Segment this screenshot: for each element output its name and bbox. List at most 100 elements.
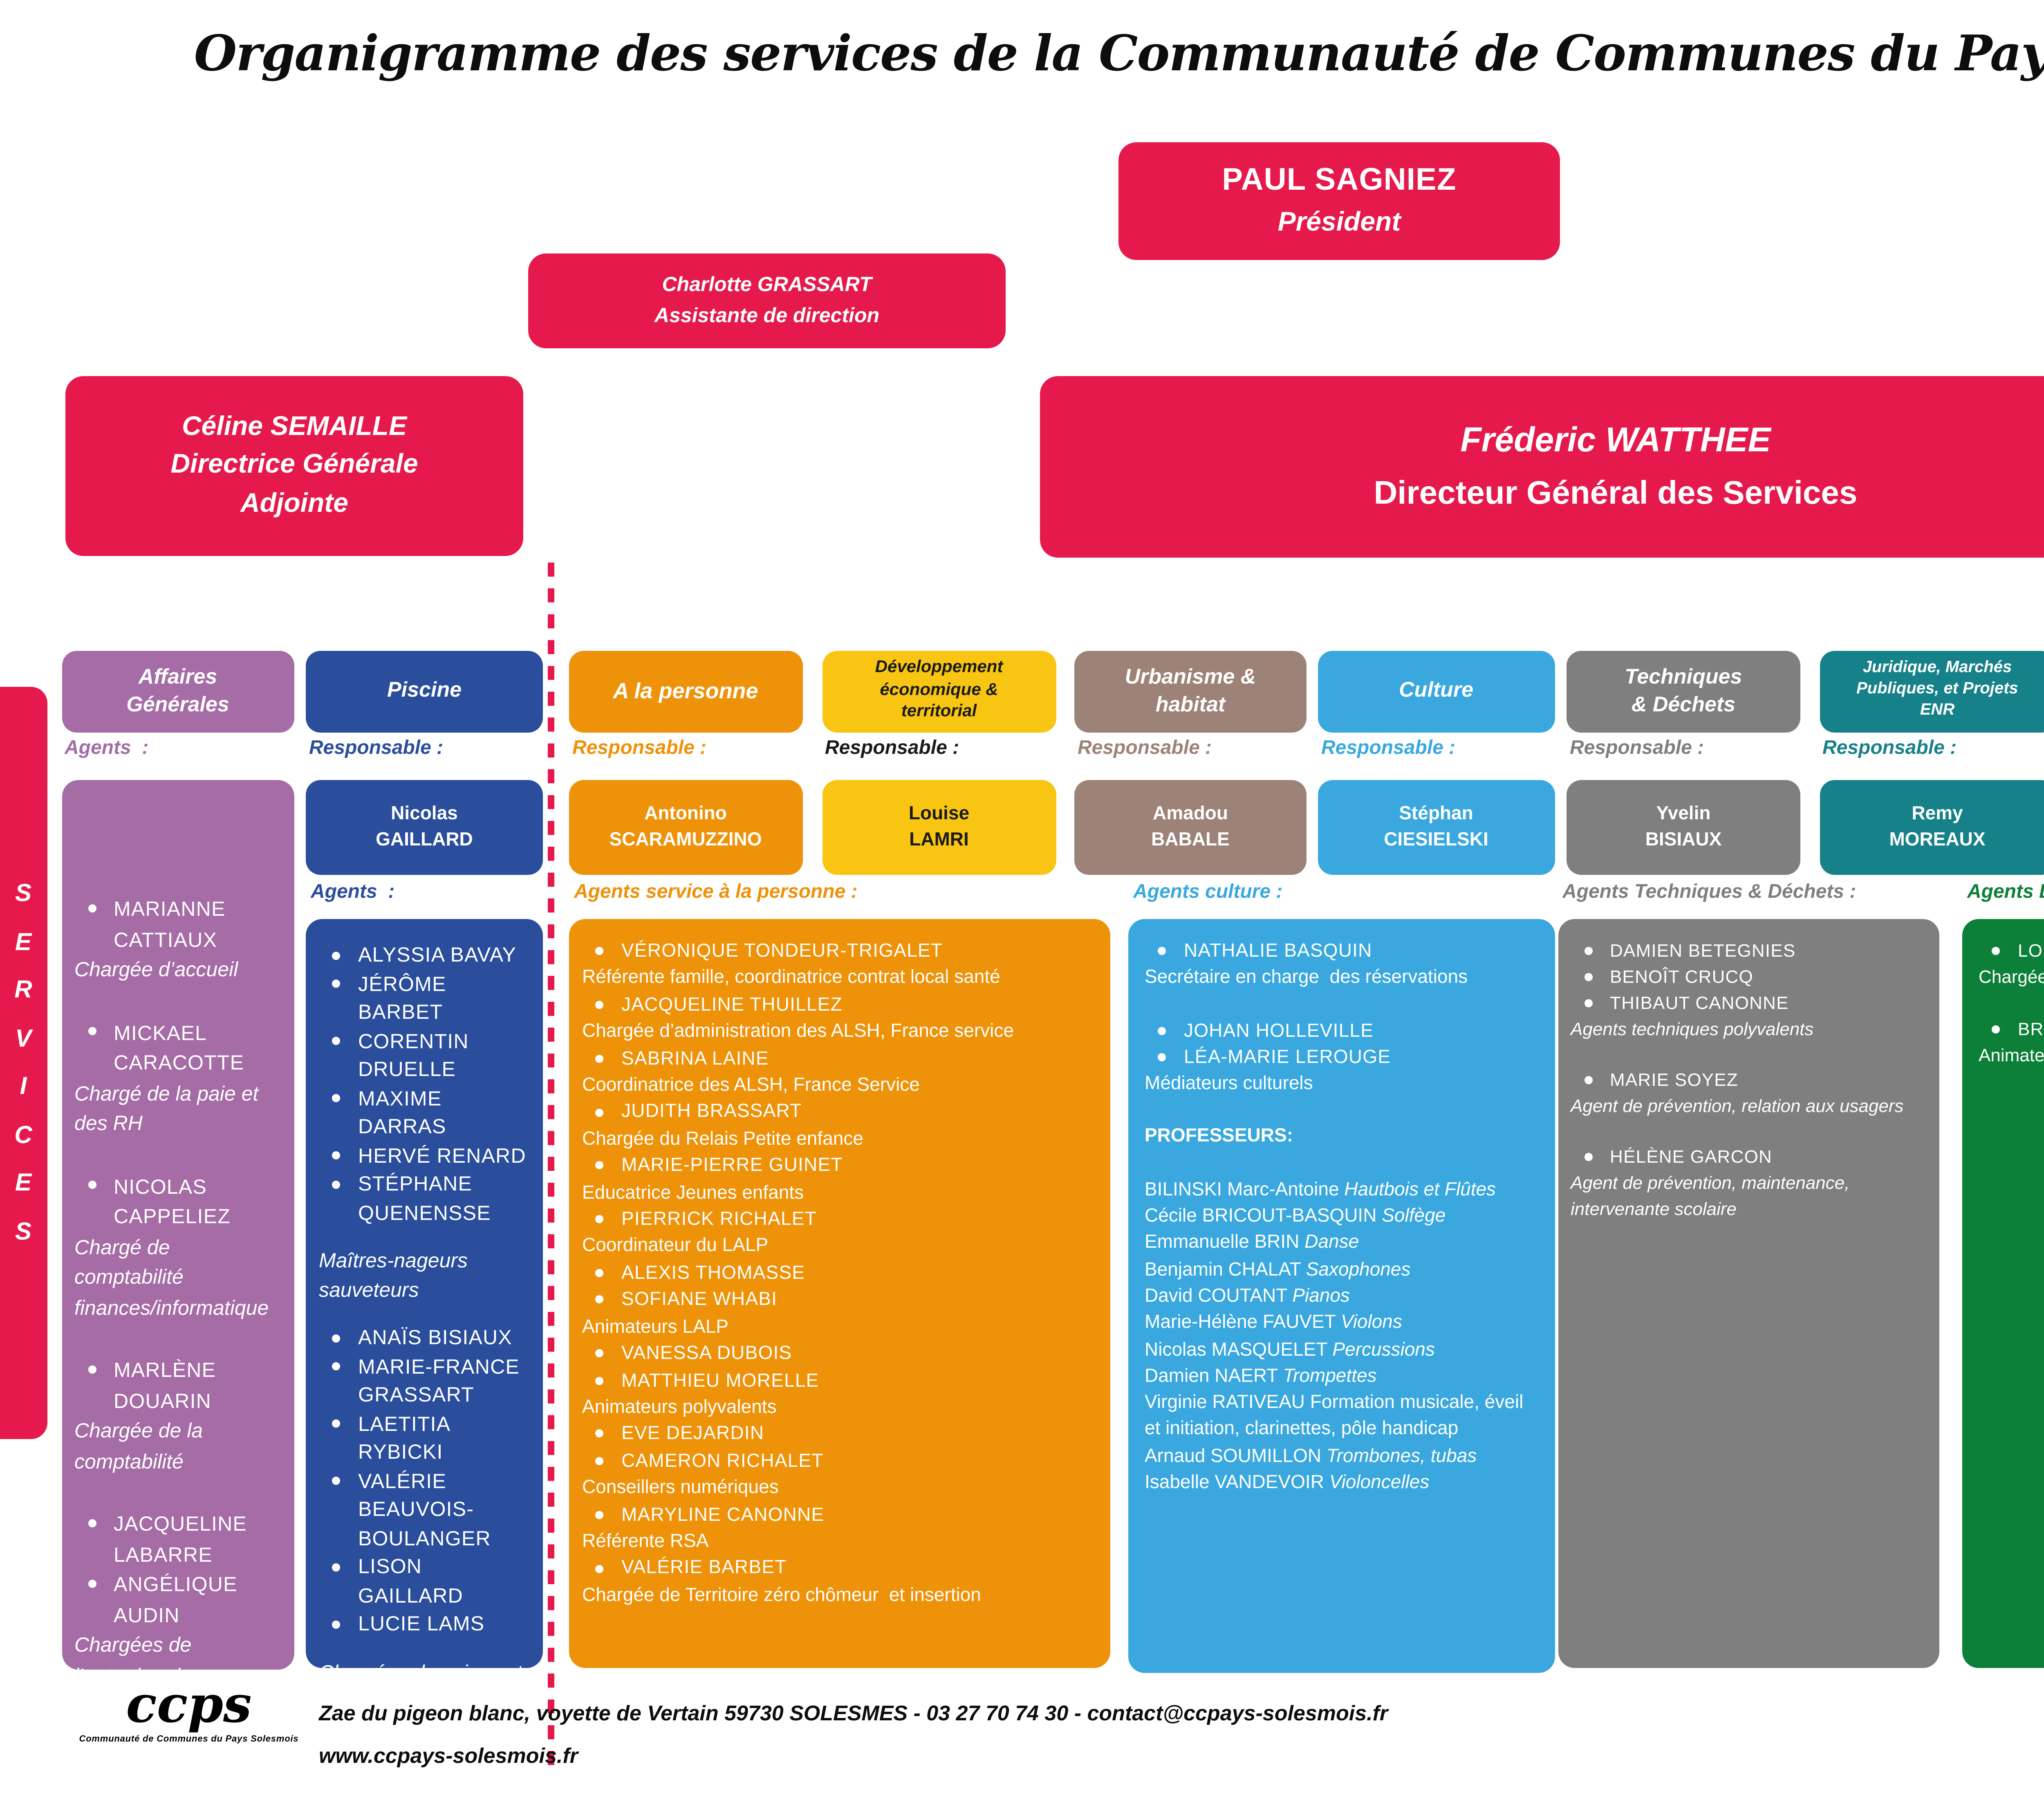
agent-role: Animateurs polyvalents <box>582 1398 777 1418</box>
assistant-box: Charlotte GRASSART Assistante de directi… <box>528 253 1006 348</box>
professor-name: Nicolas MASQUELET <box>1145 1340 1333 1360</box>
agent-name: NATHALIE BASQUIN <box>1145 939 1538 965</box>
column-header-line: territorial <box>901 702 977 722</box>
agent-name: JUDITH BRASSART <box>582 1100 1094 1127</box>
professor-entry: Benjamin CHALAT Saxophones <box>1145 1257 1538 1284</box>
agent-name: SOFIANE WHABI <box>582 1287 1094 1314</box>
services-letter: I <box>20 1073 27 1101</box>
responsable-name-line: BABALE <box>1151 831 1230 850</box>
column-label2-developpement-durable: Agents Développement durable : <box>1967 880 2044 903</box>
column-header-line: ENR <box>1920 701 1955 720</box>
responsable-box-developpement-economique: Louise LAMRI <box>822 780 1056 875</box>
agent-role: Coordinateur du LALP <box>582 1237 769 1257</box>
column-label2-culture: Agents culture : <box>1133 880 1283 903</box>
responsable-name-line: Amadou <box>1153 804 1228 824</box>
professor-subject: Hautbois et Flûtes <box>1344 1180 1496 1200</box>
responsable-box-a-la-personne: Antonino SCARAMUZZINO <box>569 780 802 875</box>
column-label1-urbanisme-habitat: Responsable : <box>1078 736 1212 759</box>
agent-role: Educatrice Jeunes enfants <box>582 1183 804 1203</box>
responsable-name-line: Remy <box>1912 804 1963 824</box>
column-header-urbanisme-habitat: Urbanisme & habitat <box>1074 650 1307 732</box>
responsable-name-line: Yvelin <box>1656 804 1711 824</box>
dga-name: Céline SEMAILLE <box>182 413 407 442</box>
services-letter: E <box>15 928 31 956</box>
list-gap <box>319 1305 530 1325</box>
responsable-name-line: MOREAUX <box>1889 831 1986 850</box>
column-label1-developpement-economique: Responsable : <box>825 736 959 759</box>
responsable-name-line: BISIAUX <box>1645 831 1722 850</box>
agent-name: JÉRÔME BARBET <box>319 971 530 1028</box>
column-header-affaires-generales: Affaires Générales <box>61 650 294 732</box>
list-gap <box>319 1228 530 1248</box>
column-header-line: habitat <box>1155 691 1226 715</box>
column-header-line: Culture <box>1399 677 1473 702</box>
professor-entry: Virginie RATIVEAU Formation musicale, év… <box>1145 1390 1538 1444</box>
services-letter: E <box>15 1170 31 1197</box>
agent-name: NICOLAS CAPPELIEZ <box>74 1172 281 1232</box>
agent-role: Référente famille, coordinatrice contrat… <box>582 969 1000 989</box>
agent-role: Chargées de l’entretien des bâtiments <box>74 1634 202 1670</box>
list-gap <box>74 1477 281 1509</box>
column-header-techniques-dechets: Techniques & Déchets <box>1567 650 1800 732</box>
footer-website: www.ccpays-solesmois.fr <box>319 1743 578 1768</box>
professor-entry: Emmanuelle BRIN Danse <box>1145 1231 1538 1257</box>
agent-name: MARIE-FRANCE GRASSART <box>319 1353 530 1410</box>
responsable-box-techniques-dechets: Yvelin BISIAUX <box>1567 780 1800 875</box>
agent-name: EVE DEJARDIN <box>582 1421 1094 1448</box>
agent-name: VANESSA DUBOIS <box>582 1341 1094 1368</box>
professor-subject: Pianos <box>1292 1287 1350 1307</box>
services-letter: V <box>15 1025 31 1053</box>
agents-box-a-la-personne: VÉRONIQUE TONDEUR-TRIGALET Référente fami… <box>569 919 1110 1668</box>
dga-role-line1: Directrice Générale <box>170 450 418 480</box>
agent-name: VÉRONIQUE TONDEUR-TRIGALET <box>582 939 1094 966</box>
agent-name: BRYAN BLANCHARD <box>1979 1017 2044 1043</box>
agent-name: HÉLÈNE GARCON <box>1571 1145 1923 1171</box>
agent-role: Chargé de la paie et des RH <box>74 1082 264 1135</box>
responsable-box-juridique-marches: Remy MOREAUX <box>1819 780 2044 875</box>
column-label1-culture: Responsable : <box>1321 736 1456 759</box>
agent-name: VALÉRIE BEAUVOIS-BOULANGER <box>319 1468 530 1554</box>
professor-entry: Cécile BRICOUT-BASQUIN Solfège <box>1145 1204 1538 1230</box>
agent-name: MICKAEL CARACOTTE <box>74 1018 281 1078</box>
professor-name: Isabelle VANDEVOIR <box>1145 1473 1329 1493</box>
president-box: PAUL SAGNIEZ Président <box>1118 142 1560 260</box>
professor-subject: Violoncelles <box>1329 1473 1430 1493</box>
agent-role: Médiateurs culturels <box>1145 1074 1313 1094</box>
agent-role: Chargée du Relais Petite enfance <box>582 1130 863 1150</box>
list-gap <box>1145 992 1538 1018</box>
responsable-name-line: SCARAMUZZINO <box>609 831 762 850</box>
professor-entry: Isabelle VANDEVOIR Violoncelles <box>1145 1470 1538 1497</box>
professor-subject: Violons <box>1340 1314 1402 1334</box>
agent-name: LUCIE LAMS <box>319 1611 530 1639</box>
list-gap <box>1571 1120 1923 1145</box>
responsable-name-line: Louise <box>908 804 970 824</box>
responsable-box-urbanisme-habitat: Amadou BABALE <box>1074 780 1307 875</box>
agents-box-developpement-durable: LOU-ANNE NOYELLE Chargée de projet Biodiv… <box>1962 919 2044 1668</box>
professor-name: Arnaud SOUMILLON <box>1145 1447 1327 1466</box>
responsable-name-line: Stéphan <box>1399 804 1473 824</box>
agent-name: MARLÈNE DOUARIN <box>74 1356 281 1416</box>
agent-name: MAXIME DARRAS <box>319 1085 530 1142</box>
agent-name: JACQUELINE THUILLEZ <box>582 992 1094 1019</box>
responsable-name-line: LAMRI <box>909 831 969 850</box>
agent-name: LISON GAILLARD <box>319 1554 530 1611</box>
agent-role: Agent de prévention, relation aux usager… <box>1571 1097 1904 1117</box>
agent-role: Conseillers numériques <box>582 1478 779 1498</box>
agents-box-culture: NATHALIE BASQUIN Secrétaire en charge des… <box>1128 919 1554 1673</box>
professor-name: Virginie RATIVEAU Formation musicale, év… <box>1145 1393 1529 1440</box>
agent-name: CORENTIN DRUELLE <box>319 1028 530 1085</box>
services-letter: C <box>14 1121 32 1149</box>
column-header-juridique-marches: Juridique, Marchés Publiques, et Projets E… <box>1819 650 2044 732</box>
ccps-logo-text: ccps <box>126 1676 252 1735</box>
agent-role: Chargée d’accueil <box>74 958 238 981</box>
column-header-piscine: Piscine <box>306 650 543 732</box>
footer-address: Zae du pigeon blanc, voyette de Vertain … <box>319 1701 1388 1725</box>
agent-name: MARIE SOYEZ <box>1571 1068 1923 1094</box>
agents-box-affaires-generales: MARIANNE CATTIAUX Chargée d’accueil MICKAE… <box>61 780 294 1670</box>
agent-name: MATTHIEU MORELLE <box>582 1368 1094 1395</box>
dgs-name: Fréderic WATTHEE <box>1460 421 1771 459</box>
agent-role: Agents techniques polyvalents <box>1571 1020 1814 1040</box>
column-header-culture: Culture <box>1318 650 1554 732</box>
